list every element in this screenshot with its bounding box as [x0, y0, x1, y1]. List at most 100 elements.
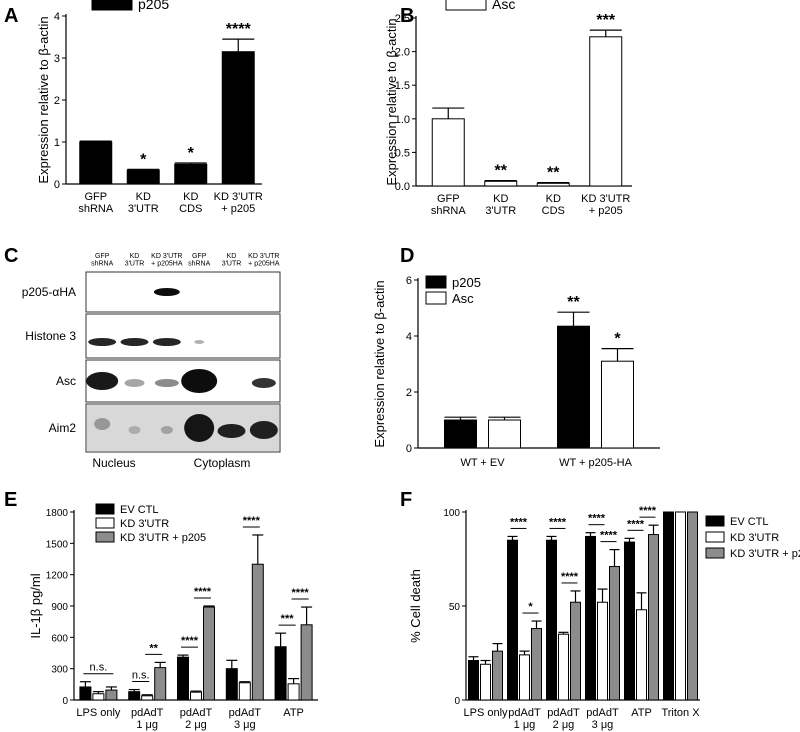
- blot-band: [153, 288, 180, 296]
- bar: [597, 601, 608, 701]
- category-label: GFP shRNA: [78, 191, 114, 215]
- blot-band: [184, 414, 215, 442]
- category-label: WT + p205-HA: [559, 457, 633, 469]
- chart-e: 0 300 600 900 1200 1500 1800 IL-1β pg/ml LPS onl…: [28, 503, 318, 731]
- bar: [274, 646, 287, 701]
- bar: [536, 182, 570, 187]
- blot-band: [94, 418, 111, 430]
- bar: [225, 668, 238, 701]
- bar: [648, 534, 659, 701]
- legend: p205: [91, 0, 169, 12]
- bar: [126, 169, 160, 185]
- bar: [558, 633, 569, 701]
- lane-label: KD 3'UTR: [125, 253, 145, 268]
- bar: [79, 686, 92, 701]
- chart-d: 0 2 4 6 Expression relative to β-actin WT + E…: [372, 275, 660, 469]
- bracket-label: ****: [549, 516, 567, 528]
- legend: EV CTL KD 3'UTR KD 3'UTR + p205: [705, 515, 800, 560]
- category-label: KD CDS: [179, 191, 202, 215]
- bar: [203, 606, 215, 701]
- significance-label: *: [140, 151, 147, 168]
- bracket-label: ****: [588, 513, 606, 525]
- legend-swatch: [705, 531, 725, 543]
- blot-row-label: p205-αHA: [22, 285, 76, 299]
- bar: [519, 654, 530, 701]
- bar: [238, 682, 251, 701]
- y-tick-label: 0.5: [395, 147, 410, 159]
- bar: [675, 511, 686, 701]
- bar: [531, 628, 542, 701]
- bar: [507, 539, 518, 701]
- bar: [251, 563, 264, 701]
- lane-label: KD 3'UTR + p205HA: [151, 253, 183, 268]
- lane-label: KD 3'UTR + p205HA: [248, 253, 280, 268]
- blot-band: [128, 426, 141, 434]
- blot-band: [152, 338, 181, 346]
- category-label: KD 3'UTR + p205: [581, 193, 630, 217]
- blot-band: [88, 338, 117, 346]
- legend-swatch: [425, 275, 447, 289]
- legend-swatch: [705, 515, 725, 527]
- bar: [546, 539, 557, 701]
- y-axis-label: Expression relative to β-actin: [36, 16, 51, 183]
- bar: [557, 325, 590, 449]
- legend-label: KD 3'UTR: [120, 518, 169, 530]
- category-label: ATP: [631, 707, 652, 719]
- y-tick-label: 6: [406, 275, 412, 287]
- panel-letter-d: D: [400, 245, 414, 267]
- legend: EV CTL KD 3'UTR KD 3'UTR + p205: [95, 503, 206, 544]
- bar: [589, 36, 623, 187]
- y-tick-label: 1: [54, 137, 60, 149]
- bracket-label: *: [528, 601, 533, 613]
- y-tick-label: 4: [406, 331, 412, 343]
- category-label: pdAdT 1 μg: [131, 707, 164, 731]
- bar: [624, 541, 635, 701]
- bracket-label: ****: [194, 586, 212, 598]
- legend-swatch: [95, 503, 115, 515]
- category-label: pdAdT 2 μg: [180, 707, 213, 731]
- y-tick-label: 1800: [46, 508, 69, 519]
- fraction-label: Nucleus: [92, 456, 135, 470]
- category-label: KD 3'UTR: [128, 191, 159, 215]
- legend-label: KD 3'UTR + p205: [120, 532, 206, 544]
- panel-letter-e: E: [4, 489, 17, 511]
- y-axis-label: IL-1β pg/ml: [28, 573, 43, 638]
- bracket-label: ***: [281, 613, 295, 625]
- bar: [105, 689, 118, 701]
- y-tick-label: 600: [51, 633, 68, 644]
- category-label: pdAdT 3 μg: [229, 707, 262, 731]
- legend-swatch: [91, 0, 133, 11]
- blot-strip: [85, 271, 281, 313]
- bar: [687, 511, 698, 701]
- y-tick-label: 4: [54, 11, 60, 23]
- legend-label: Asc: [452, 291, 474, 306]
- bar: [492, 650, 503, 701]
- bar: [174, 163, 208, 185]
- bar: [128, 691, 141, 701]
- bar: [190, 691, 202, 701]
- bar: [221, 51, 255, 185]
- y-tick-label: 0: [454, 696, 460, 707]
- legend-label: KD 3'UTR: [730, 532, 779, 544]
- bracket-label: ****: [243, 515, 261, 527]
- blot-band: [124, 379, 145, 387]
- bar: [601, 360, 634, 449]
- bracket-label: ****: [627, 518, 645, 530]
- y-tick-label: 0.0: [395, 181, 410, 193]
- bar: [300, 624, 313, 701]
- legend-label: p205: [138, 0, 169, 12]
- significance-label: *: [188, 145, 195, 162]
- significance-label: *: [614, 331, 621, 348]
- bracket-label: ****: [510, 516, 528, 528]
- category-label: LPS only: [76, 707, 121, 719]
- bar: [663, 511, 674, 701]
- bar: [287, 683, 300, 701]
- y-tick-label: 300: [51, 665, 68, 676]
- y-tick-label: 100: [443, 508, 460, 519]
- panel-letter-f: F: [400, 489, 412, 511]
- legend-swatch: [95, 517, 115, 529]
- bracket-label: ****: [292, 587, 310, 599]
- y-tick-label: 1.5: [395, 80, 410, 92]
- lane-label: GFP shRNA: [91, 253, 114, 268]
